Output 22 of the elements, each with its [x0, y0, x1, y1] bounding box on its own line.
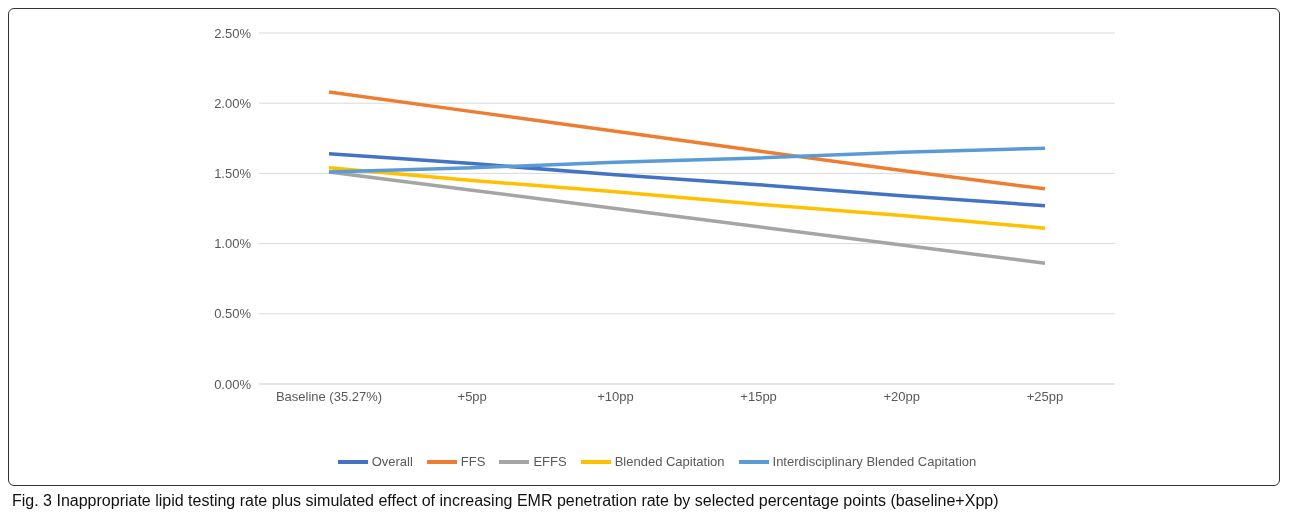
line-series — [327, 166, 1047, 230]
line-series — [327, 151, 1047, 208]
x-tick-label: +25pp — [1026, 389, 1064, 405]
y-tick-label: 0.00% — [214, 376, 252, 392]
line-series — [327, 90, 1047, 191]
y-tick-label: 0.50% — [214, 306, 252, 322]
x-tick-label: Baseline (35.27%) — [275, 389, 383, 405]
x-tick-label: +20pp — [883, 389, 921, 405]
legend-label: Overall — [371, 454, 413, 469]
y-tick-label: 1.00% — [214, 236, 252, 252]
x-tick-label: +15pp — [740, 389, 777, 405]
line-series — [327, 146, 1047, 174]
y-tick-label: 1.50% — [214, 166, 252, 182]
legend-label: FFS — [460, 454, 486, 469]
y-tick-label: 2.00% — [214, 95, 252, 111]
legend-label: EFFS — [533, 454, 567, 469]
y-tick-label: 2.50% — [214, 25, 252, 41]
legend-label: Interdisciplinary Blended Capitation — [772, 454, 977, 469]
text: Fig. 3 Inappropriate lipid testing rate plus simulated effect of increasing EMR penetration rate by selected percentage points (baseline+Xpp) — [12, 492, 1000, 510]
legend-label: Blended Capitation — [614, 454, 725, 469]
x-tick-label: +10pp — [597, 389, 634, 405]
x-tick-label: +5pp — [457, 389, 487, 405]
